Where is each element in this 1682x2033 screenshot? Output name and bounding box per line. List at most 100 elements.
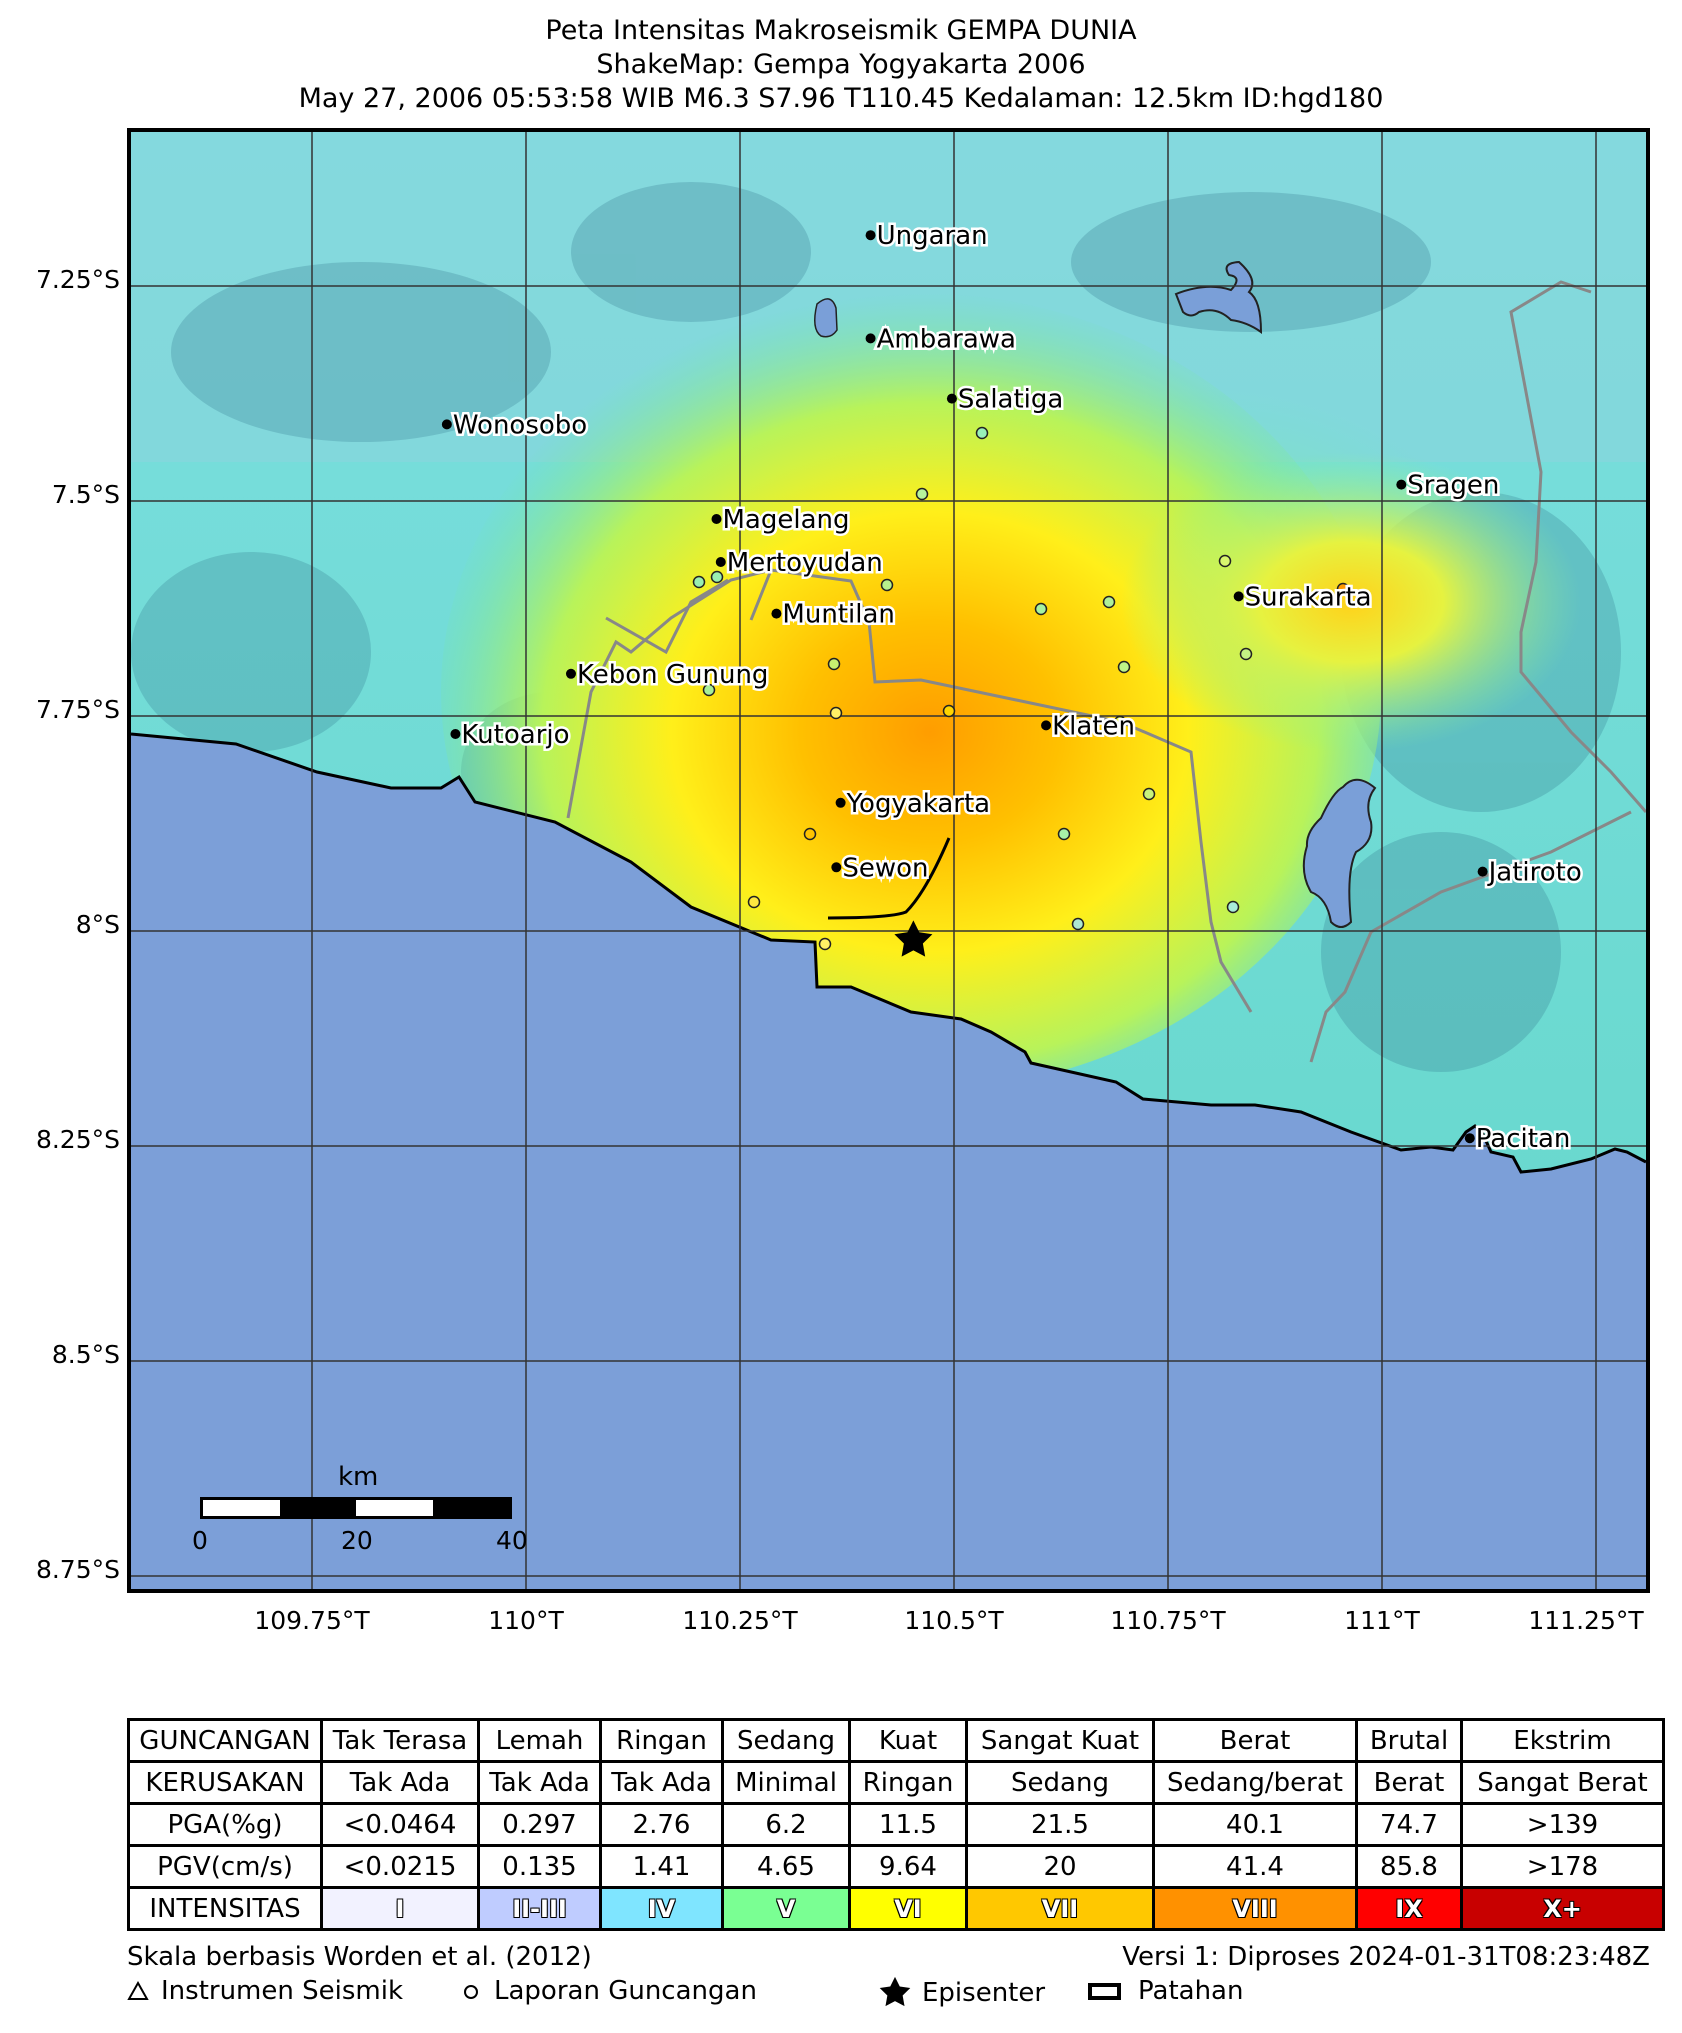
shaking-reports xyxy=(692,426,1350,951)
legend-row-intensity: INTENSITAS I II-III IV V VI VII VIII IX … xyxy=(127,1886,1665,1931)
legend-cell: 4.65 xyxy=(721,1844,851,1889)
legend-cell: 6.2 xyxy=(721,1802,851,1847)
rectangle-icon xyxy=(1088,1983,1121,2000)
legend-cell: Berat xyxy=(1355,1760,1463,1805)
lat-tick-7-5: 7.5°S xyxy=(51,480,120,509)
intensity-swatch: IV xyxy=(599,1886,724,1931)
legend-cell: Brutal xyxy=(1355,1718,1463,1763)
legend-instrument-label: Instrumen Seismik xyxy=(161,1976,403,2006)
city-label: Pacitan xyxy=(1476,1124,1571,1154)
legend-cell: 9.64 xyxy=(848,1844,968,1889)
city-marker: Kebon Gunung xyxy=(565,657,771,692)
epicenter-star-icon xyxy=(894,920,933,957)
city-label: Klaten xyxy=(1052,711,1135,741)
legend-header-pgv: PGV(cm/s) xyxy=(127,1844,323,1889)
version-note: Versi 1: Diproses 2024-01-31T08:23:48Z xyxy=(1122,1942,1650,1972)
legend-cell: Minimal xyxy=(721,1760,851,1805)
map-canvas: Ungaran Ambarawa Salatiga Wonosobo Sragen Mag… xyxy=(131,132,1646,1589)
city-dot xyxy=(565,668,576,679)
city-marker: Pacitan xyxy=(1464,1122,1573,1157)
legend-row-shaking: GUNCANGAN Tak Terasa Lemah Ringan Sedang… xyxy=(127,1718,1665,1763)
legend-instrument: Instrumen Seismik xyxy=(127,1976,403,2006)
city-marker: Salatiga xyxy=(946,382,1066,417)
scale-label-20: 20 xyxy=(341,1526,373,1555)
legend-cell: <0.0464 xyxy=(320,1802,480,1847)
city-marker: Kutoarjo xyxy=(450,718,572,753)
lon-tick-110: 110°T xyxy=(488,1606,564,1635)
city-marker: Ambarawa xyxy=(865,322,1018,357)
city-dot xyxy=(1464,1133,1475,1144)
city-marker: Muntilan xyxy=(771,597,897,632)
legend-fault-label: Patahan xyxy=(1138,1976,1244,2006)
legend-cell: 0.135 xyxy=(477,1844,602,1889)
city-marker: Yogyakarta xyxy=(835,786,993,821)
city-label: Jatiroto xyxy=(1487,858,1582,888)
legend-cell: Berat xyxy=(1152,1718,1358,1763)
intensity-swatch: X+ xyxy=(1460,1886,1665,1931)
legend-header-shaking: GUNCANGAN xyxy=(127,1718,323,1763)
city-dot xyxy=(1041,720,1052,731)
city-dot xyxy=(1477,866,1488,877)
lat-tick-8: 8°S xyxy=(75,910,120,939)
legend-cell: 1.41 xyxy=(599,1844,724,1889)
city-marker: Jatiroto xyxy=(1477,855,1584,890)
city-label: Mertoyudan xyxy=(727,548,883,578)
legend-cell: Sedang xyxy=(965,1760,1155,1805)
legend-cell: Sedang/berat xyxy=(1152,1760,1358,1805)
city-label: Kebon Gunung xyxy=(577,660,768,690)
city-marker: Sewon xyxy=(831,851,931,886)
city-label: Magelang xyxy=(723,505,850,535)
city-label: Surakarta xyxy=(1245,582,1372,612)
city-marker: Klaten xyxy=(1041,709,1137,744)
legend-cell: Tak Ada xyxy=(320,1760,480,1805)
city-dot xyxy=(946,393,957,404)
legend-cell: Sedang xyxy=(721,1718,851,1763)
legend-fault: Patahan xyxy=(1088,1976,1243,2006)
scale-bar: km 0 20 40 xyxy=(192,1462,528,1562)
legend-header-intensity: INTENSITAS xyxy=(127,1886,323,1931)
legend-cell: Ekstrim xyxy=(1460,1718,1665,1763)
legend-cell: >178 xyxy=(1460,1844,1665,1889)
intensity-swatch: VI xyxy=(848,1886,968,1931)
scale-label-0: 0 xyxy=(192,1526,208,1555)
city-label: Kutoarjo xyxy=(461,720,569,750)
lat-tick-7-75: 7.75°S xyxy=(35,695,120,724)
province-boundaries xyxy=(566,280,1646,1063)
legend-cell: 74.7 xyxy=(1355,1802,1463,1847)
intensity-swatch: IX xyxy=(1355,1886,1463,1931)
map-subtitle: ShakeMap: Gempa Yogyakarta 2006 xyxy=(596,49,1086,80)
city-label: Ungaran xyxy=(877,221,988,251)
legend-report: Laporan Guncangan xyxy=(460,1976,757,2006)
legend-cell: 11.5 xyxy=(848,1802,968,1847)
city-layer: Ungaran Ambarawa Salatiga Wonosobo Sragen Mag… xyxy=(441,219,1584,1157)
circle-icon xyxy=(464,1985,478,1999)
intensity-swatch: V xyxy=(721,1886,851,1931)
legend-epicenter-label: Episenter xyxy=(922,1978,1046,2008)
legend-cell: 21.5 xyxy=(965,1802,1155,1847)
legend-cell: Ringan xyxy=(599,1718,724,1763)
legend-cell: >139 xyxy=(1460,1802,1665,1847)
city-marker: Magelang xyxy=(711,503,852,538)
legend-epicenter: Episenter xyxy=(878,1976,1045,2010)
city-marker: Surakarta xyxy=(1233,580,1374,615)
city-dot xyxy=(711,514,722,524)
city-dot xyxy=(835,797,846,808)
legend-cell: 2.76 xyxy=(599,1802,724,1847)
city-dot xyxy=(865,333,876,344)
city-dot xyxy=(450,729,461,739)
city-dot xyxy=(771,608,782,619)
star-icon xyxy=(879,1976,911,2007)
lat-tick-8-75: 8.75°S xyxy=(35,1555,120,1584)
lat-tick-8-25: 8.25°S xyxy=(35,1125,120,1154)
intensity-map[interactable]: Ungaran Ambarawa Salatiga Wonosobo Sragen Mag… xyxy=(127,128,1650,1593)
intensity-swatch: VII xyxy=(965,1886,1155,1931)
lake-gajah-mungkur xyxy=(1302,778,1377,928)
intensity-vi-east xyxy=(1121,452,1581,752)
lake-kedung-ombo xyxy=(1174,260,1263,334)
legend-cell: Tak Ada xyxy=(599,1760,724,1805)
city-label: Wonosobo xyxy=(453,410,587,440)
city-dot xyxy=(715,557,726,567)
legend-cell: Ringan xyxy=(848,1760,968,1805)
triangle-icon xyxy=(127,1980,149,2000)
legend-cell: 40.1 xyxy=(1152,1802,1358,1847)
